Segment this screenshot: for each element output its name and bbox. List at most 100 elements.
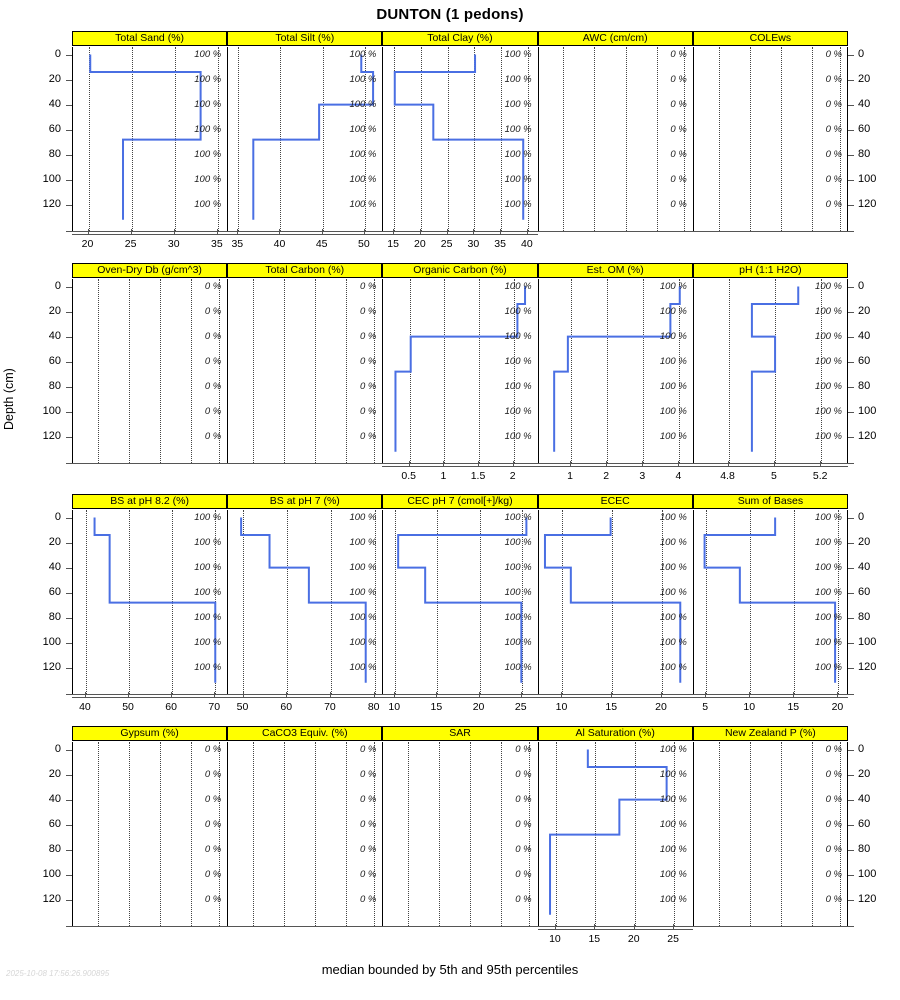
x-tick — [436, 692, 438, 697]
depth-tick-label: 20 — [48, 72, 61, 85]
x-tick — [128, 692, 130, 697]
depth-tick-right — [848, 361, 854, 363]
panel-total-sand — [72, 47, 228, 231]
value-gridline — [643, 279, 645, 463]
value-gridline — [218, 742, 220, 926]
contributing-pct-label: 100 % — [504, 305, 532, 317]
panel-new-zealand-p — [692, 742, 848, 926]
x-tick — [443, 461, 445, 466]
contributing-pct-label: 100 % — [659, 280, 687, 292]
contributing-pct-label: 100 % — [659, 430, 687, 442]
x-tick-label: 15 — [787, 701, 800, 713]
depth-tick-right — [848, 899, 854, 901]
depth-tick-label: 0 — [54, 742, 61, 755]
contributing-pct-label: 100 % — [349, 198, 377, 210]
value-gridline — [238, 47, 240, 231]
contributing-pct-label: 0 % — [825, 123, 842, 135]
value-gridline — [444, 279, 446, 463]
depth-tick-label: 120 — [42, 429, 61, 442]
value-gridline — [439, 742, 441, 926]
depth-tick-label: 80 — [858, 379, 871, 392]
value-gridline — [684, 47, 686, 231]
panel-ecec — [537, 510, 693, 694]
value-gridline — [315, 279, 317, 463]
depth-axis-end-tick — [66, 926, 72, 927]
value-gridline — [625, 47, 627, 231]
x-tick — [520, 692, 522, 697]
panel-gypsum — [72, 742, 228, 926]
depth-tick-label: 80 — [48, 379, 61, 392]
depth-tick-label: 100 — [858, 172, 877, 185]
contributing-pct-label: 100 % — [659, 743, 687, 755]
contributing-pct-label: 100 % — [815, 380, 842, 392]
depth-tick-label: 60 — [48, 122, 61, 135]
contributing-pct-label: 0 % — [204, 355, 222, 367]
value-gridline — [159, 279, 161, 463]
value-gridline — [315, 742, 317, 926]
depth-tick-label: 100 — [42, 404, 61, 417]
panel-strip-bs-at-ph-8-2: BS at pH 8.2 (%) — [72, 494, 228, 509]
contributing-pct-label: 100 % — [815, 280, 842, 292]
depth-tick-right — [848, 436, 854, 438]
median-step-line-total-clay — [394, 54, 525, 220]
contributing-pct-label: 100 % — [504, 48, 532, 60]
contributing-pct-label: 0 % — [360, 893, 377, 905]
value-gridline — [374, 742, 376, 926]
contributing-pct-label: 0 % — [204, 868, 222, 880]
contributing-pct-label: 0 % — [825, 768, 842, 780]
panel-strip-awc: AWC (cm/cm) — [537, 31, 693, 46]
depth-tick-left — [66, 824, 72, 826]
x-tick — [363, 229, 365, 234]
depth-tick-label: 80 — [858, 147, 871, 160]
x-tick — [242, 692, 244, 697]
value-gridline — [190, 279, 192, 463]
x-tick — [512, 461, 514, 466]
depth-tick-right — [848, 874, 854, 876]
contributing-pct-label: 0 % — [204, 430, 222, 442]
depth-tick-right — [848, 824, 854, 826]
value-gridline — [811, 47, 813, 231]
contributing-pct-label: 0 % — [360, 330, 377, 342]
value-gridline — [284, 279, 286, 463]
contributing-pct-label: 100 % — [504, 98, 532, 110]
depth-tick-left — [66, 104, 72, 106]
contributing-pct-label: 100 % — [659, 511, 687, 523]
depth-tick-label: 100 — [42, 635, 61, 648]
contributing-pct-label: 0 % — [825, 843, 842, 855]
contributing-pct-label: 0 % — [825, 48, 842, 60]
contributing-pct-label: 0 % — [360, 743, 377, 755]
contributing-pct-label: 100 % — [504, 611, 532, 623]
contributing-pct-label: 0 % — [825, 743, 842, 755]
depth-tick-label: 120 — [42, 660, 61, 673]
contributing-pct-label: 0 % — [360, 355, 377, 367]
contributing-pct-label: 0 % — [515, 768, 532, 780]
contributing-pct-label: 100 % — [349, 586, 377, 598]
x-tick-label: 2 — [603, 470, 610, 482]
value-gridline — [527, 47, 529, 231]
panel-awc — [537, 47, 693, 231]
depth-tick-label: 100 — [42, 867, 61, 880]
x-tick — [171, 692, 173, 697]
panel-strip-caco3-equiv: CaCO3 Equiv. (%) — [227, 726, 383, 741]
depth-tick-right — [848, 592, 854, 594]
x-axis-line — [537, 929, 693, 931]
contributing-pct-label: 100 % — [815, 305, 842, 317]
contributing-pct-label: 0 % — [515, 843, 532, 855]
x-axis-line — [382, 466, 538, 468]
depth-axis-end-tick — [66, 231, 72, 232]
x-tick-label: 10 — [549, 933, 561, 945]
footer-caption: median bounded by 5th and 95th percentil… — [321, 962, 579, 977]
contributing-pct-label: 100 % — [659, 818, 687, 830]
contributing-pct-label: 100 % — [194, 148, 222, 160]
depth-tick-label: 120 — [858, 892, 877, 905]
depth-tick-right — [848, 774, 854, 776]
x-tick — [673, 924, 675, 929]
contributing-pct-label: 100 % — [194, 536, 222, 548]
contributing-pct-label: 100 % — [349, 48, 377, 60]
x-tick — [373, 692, 375, 697]
value-gridline — [562, 510, 564, 694]
depth-tick-label: 0 — [54, 510, 61, 523]
value-gridline — [85, 510, 87, 694]
depth-tick-left — [66, 204, 72, 206]
contributing-pct-label: 100 % — [659, 305, 687, 317]
